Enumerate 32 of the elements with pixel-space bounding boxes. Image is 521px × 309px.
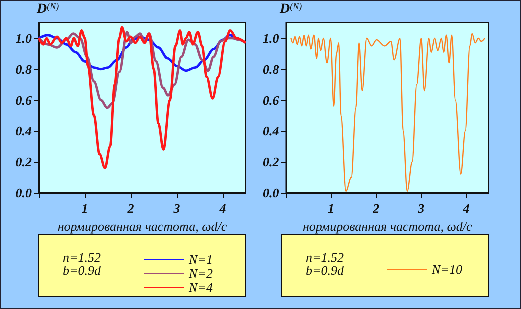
legend-label: N=1 (188, 252, 213, 267)
y-tick-label: 1.0 (263, 30, 280, 46)
x-tick-label: 4 (462, 201, 470, 216)
y-tick-label: 0.8 (263, 62, 280, 77)
x-tick-label: 3 (417, 201, 426, 216)
text: b=0.9d (63, 263, 102, 278)
text: n=1.52 (63, 250, 102, 265)
y-tick-label: 0.0 (16, 186, 32, 200)
x-tick-label: 2 (126, 201, 135, 216)
text: b=0.9d (306, 263, 345, 278)
y-tick-label: 0.4 (263, 124, 280, 139)
x-tick-label: 3 (172, 201, 181, 216)
y-tick-label: 0.2 (263, 154, 280, 170)
legend-label: N=2 (188, 266, 214, 281)
legend-label: N=10 (431, 262, 463, 277)
x-tick-label: 4 (218, 201, 227, 216)
line-series (290, 33, 486, 192)
y-tick-label: 1.0 (16, 30, 32, 46)
y-tick-label: 0.8 (16, 62, 32, 77)
y-tick-label: 0.6 (16, 92, 32, 108)
y-tick-label: 0.4 (16, 124, 32, 139)
x-tick-label: 1 (82, 201, 88, 216)
x-axis-title: нормированная частота, ωd/c (58, 218, 228, 234)
x-tick-label: 1 (328, 201, 335, 216)
text: n=1.52 (306, 250, 345, 265)
x-tick-label: 2 (372, 201, 380, 216)
legend-label: N=4 (188, 280, 214, 295)
y-tick-label: 0.0 (263, 186, 280, 200)
line-series (38, 26, 248, 170)
y-tick-label: 0.2 (16, 154, 32, 170)
y-tick-label: 0.6 (263, 92, 280, 108)
x-axis-title: нормированная частота, ωd/c (302, 218, 473, 234)
